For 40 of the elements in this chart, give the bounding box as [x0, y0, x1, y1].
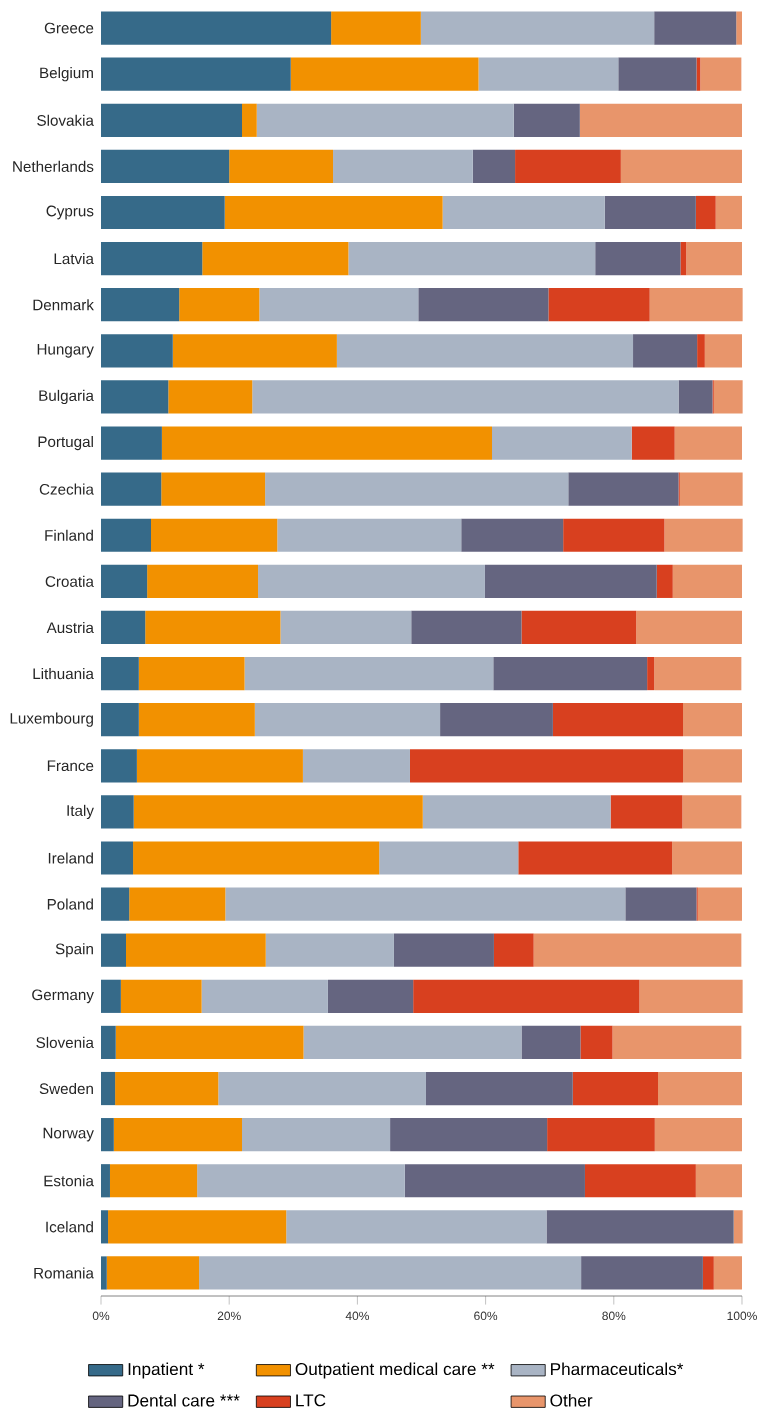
y-tick-label: Luxembourg [10, 712, 93, 727]
y-tick-label: Bulgaria [39, 389, 94, 405]
y-tick-label: Italy [67, 804, 94, 819]
y-tick-label: Iceland [46, 1221, 93, 1233]
y-tick-label: Finland [45, 529, 93, 541]
y-tick-label: Germany [32, 989, 94, 1004]
y-tick-label: Belgium [40, 67, 93, 82]
x-tick-label: 100% [727, 1311, 757, 1321]
legend-label: Dental care *** [128, 1393, 240, 1407]
y-tick-label: Denmark [33, 299, 94, 311]
y-tick-label: Ireland [48, 852, 93, 864]
y-tick-label: Norway [43, 1127, 94, 1142]
x-tick-label: 0% [92, 1311, 110, 1321]
x-tick-label: 40% [345, 1311, 369, 1321]
legend-label: Inpatient * [128, 1362, 205, 1379]
x-tick-label: 60% [474, 1311, 498, 1321]
legend-label: Outpatient medical care ** [295, 1362, 495, 1379]
y-tick-label: Sweden [39, 1082, 93, 1095]
x-tick-label: 20% [217, 1311, 241, 1321]
legend-label: Other [550, 1393, 593, 1407]
y-tick-label: Netherlands [13, 160, 94, 172]
y-tick-label: Greece [44, 22, 94, 34]
legend-label: Pharmaceuticals* [551, 1362, 684, 1376]
y-tick-label: France [47, 760, 94, 772]
y-tick-label: Cyprus [46, 205, 94, 220]
y-tick-label: Estonia [44, 1175, 94, 1187]
y-tick-label: Poland [47, 898, 93, 910]
y-tick-label: Slovenia [36, 1036, 94, 1049]
x-tick-label: 80% [602, 1311, 626, 1321]
y-tick-label: Portugal [38, 435, 93, 451]
y-tick-label: Lithuania [33, 667, 94, 680]
y-tick-label: Latvia [54, 253, 94, 265]
y-tick-label: Czechia [39, 483, 94, 495]
y-tick-label: Austria [46, 621, 94, 634]
y-tick-label: Spain [55, 943, 93, 958]
legend-label: LTC [296, 1394, 326, 1407]
y-tick-label: Croatia [45, 575, 94, 587]
y-tick-label: Hungary [37, 344, 94, 358]
y-tick-label: Romania [34, 1267, 94, 1279]
y-tick-label: Slovakia [37, 114, 94, 126]
